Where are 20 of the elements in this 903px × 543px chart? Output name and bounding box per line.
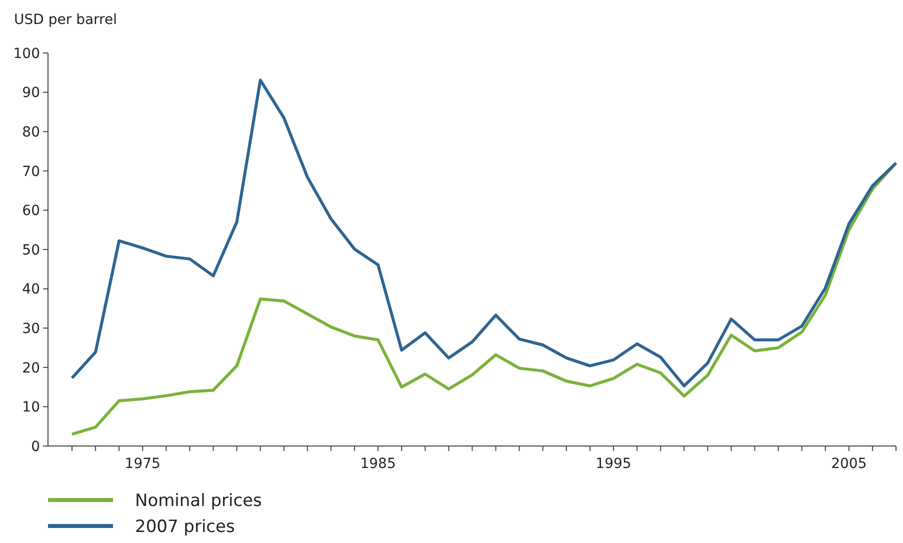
x-tick-label: 1985 [360, 456, 396, 472]
y-axis-title: USD per barrel [14, 12, 117, 28]
y-tick-label: 10 [22, 400, 40, 416]
line-series [70, 162, 898, 436]
y-tick-label: 80 [22, 124, 40, 140]
x-tick-label: 1995 [596, 456, 632, 472]
y-tick-label: 40 [22, 282, 40, 298]
y-tick-label: 60 [22, 203, 40, 220]
y-tick-label: 100 [13, 46, 40, 62]
legend-label: Nominal prices [135, 490, 262, 511]
y-tick-label: 50 [22, 242, 40, 258]
x-tick-label: 2005 [831, 456, 867, 472]
line-series [70, 78, 898, 388]
y-tick-label: 0 [31, 438, 40, 455]
x-tick-label: 1975 [124, 456, 160, 472]
y-tick-label: 70 [22, 164, 40, 180]
y-tick-label: 90 [22, 85, 40, 102]
y-tick-label: 20 [22, 360, 40, 376]
legend-label: 2007 prices [135, 516, 235, 537]
y-tick-label: 30 [22, 321, 40, 337]
